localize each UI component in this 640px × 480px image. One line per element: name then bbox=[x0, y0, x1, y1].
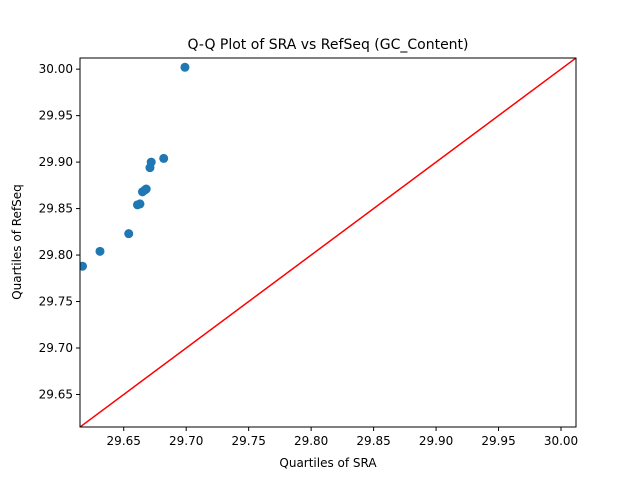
data-point-10 bbox=[146, 157, 156, 167]
data-point-8 bbox=[141, 184, 151, 194]
y-tick-label: 29.65 bbox=[39, 387, 73, 401]
y-tick-label: 29.95 bbox=[39, 109, 73, 123]
x-tick-label: 29.65 bbox=[107, 434, 141, 448]
y-tick-label: 29.75 bbox=[39, 295, 73, 309]
y-axis-label: Quartiles of RefSeq bbox=[10, 184, 24, 300]
x-tick-label: 29.85 bbox=[356, 434, 390, 448]
x-tick-label: 29.75 bbox=[231, 434, 265, 448]
data-point-11 bbox=[159, 153, 169, 163]
y-tick-label: 30.00 bbox=[39, 62, 73, 76]
data-point-2 bbox=[95, 246, 105, 256]
x-tick-label: 29.90 bbox=[419, 434, 453, 448]
y-tick-label: 29.85 bbox=[39, 202, 73, 216]
chart-title: Q-Q Plot of SRA vs RefSeq (GC_Content) bbox=[187, 37, 468, 53]
data-point-12 bbox=[180, 62, 190, 72]
data-point-3 bbox=[124, 229, 134, 239]
x-tick-label: 30.00 bbox=[544, 434, 578, 448]
plot-frame bbox=[79, 57, 577, 428]
y-tick-label: 29.70 bbox=[39, 341, 73, 355]
data-point-5 bbox=[135, 199, 145, 209]
y-tick-label: 29.80 bbox=[39, 248, 73, 262]
y-tick-label: 29.90 bbox=[39, 155, 73, 169]
reference-line bbox=[80, 58, 576, 427]
x-tick-label: 29.80 bbox=[294, 434, 328, 448]
x-tick-label: 29.70 bbox=[169, 434, 203, 448]
data-point-1 bbox=[80, 261, 87, 271]
x-axis-label: Quartiles of SRA bbox=[279, 456, 377, 470]
x-tick-label: 29.95 bbox=[481, 434, 515, 448]
